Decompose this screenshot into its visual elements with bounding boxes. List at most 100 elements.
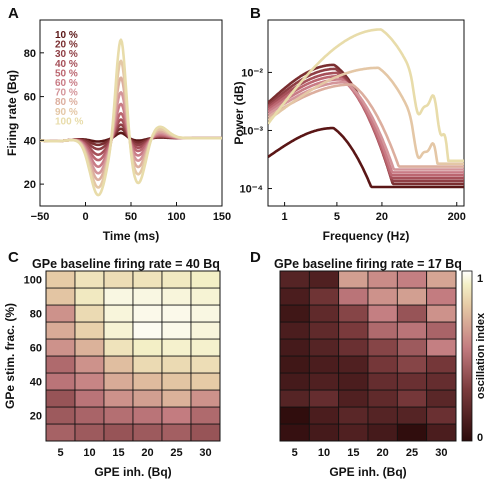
panel-d-cell <box>338 355 369 374</box>
panel-b-y-tick-label: 10⁻² <box>241 67 263 79</box>
colorbar-label: oscillation index <box>475 312 487 399</box>
panel-c-y-tick-label: 20 <box>30 411 42 423</box>
panel-a-y-tick-label: 40 <box>24 135 36 147</box>
panel-b-series-line <box>268 78 464 174</box>
panel-b-y-tick-label: 10⁻⁴ <box>240 184 263 196</box>
panel-d-cell <box>308 338 340 357</box>
panel-c-y-ticks: 20 40 60 80 100 <box>24 275 42 423</box>
panel-d-cell <box>396 270 428 289</box>
panel-c-frame <box>45 270 221 442</box>
panel-c-cell <box>45 321 76 340</box>
panel-d-cell <box>308 321 340 340</box>
panel-d-cell <box>367 287 398 306</box>
panel-d-cell <box>396 321 428 340</box>
panel-c-cell <box>74 406 105 425</box>
panel-b-x-label: Frequency (Hz) <box>323 229 410 243</box>
panel-c-cell <box>103 389 134 408</box>
panel-c-cell <box>74 287 105 306</box>
panel-c-cell <box>45 304 76 323</box>
panel-d-cell <box>426 321 457 340</box>
panel-b-y-ticks: 10⁻⁴ 10⁻³ 10⁻² <box>240 67 272 196</box>
panel-c-cell <box>103 321 134 340</box>
panel-d-cell <box>338 372 369 391</box>
panel-d-cell <box>308 287 340 306</box>
panel-c-cell <box>45 287 76 306</box>
panel-d-cell <box>367 304 398 323</box>
panel-d-heatmap: GPe baseline firing rate = 17 Bq 5 10 15 20… <box>274 257 462 479</box>
panel-c-cell <box>103 372 134 391</box>
panel-c-cell <box>161 389 192 408</box>
panel-c-x-ticks: 5 10 15 20 25 30 <box>57 447 211 459</box>
panel-d-cell <box>426 270 457 289</box>
panel-d-cell <box>367 406 398 425</box>
panel-letter-c: C <box>8 249 19 266</box>
panel-c-cell <box>45 270 76 289</box>
panel-b-series-line <box>268 83 464 168</box>
panel-c-cell <box>45 355 76 374</box>
panel-c-cell <box>74 270 105 289</box>
panel-d-cell <box>426 423 457 442</box>
panel-d-cell <box>338 406 369 425</box>
panel-c-cell <box>132 389 163 408</box>
panel-b-x-tick-label: 20 <box>376 211 388 223</box>
panel-d-cell <box>338 423 369 442</box>
panel-c-cell <box>161 287 192 306</box>
panel-c-cell <box>74 355 105 374</box>
panel-d-cell <box>279 389 310 408</box>
panel-d-cell <box>396 389 428 408</box>
panel-d-cell <box>338 389 369 408</box>
panel-a-y-tick-label: 20 <box>24 179 36 191</box>
panel-b-x-tick-label: 1 <box>282 211 288 223</box>
panel-c-cell <box>45 372 76 391</box>
panel-d-cell <box>426 355 457 374</box>
panel-c-cell <box>190 287 221 306</box>
panel-d-cell <box>367 270 398 289</box>
panel-d-x-tick-label: 30 <box>435 447 447 459</box>
panel-b-series-line <box>268 126 464 189</box>
panel-d-cell <box>308 355 340 374</box>
panel-c-cell <box>161 270 192 289</box>
panel-a-x-label: Time (ms) <box>103 229 159 243</box>
panel-b-x-ticks: 1 5 20 200 <box>282 202 466 223</box>
panel-c-cell <box>103 355 134 374</box>
panel-b-x-tick-label: 5 <box>334 211 340 223</box>
panel-c-y-tick-label: 80 <box>30 309 42 321</box>
panel-c-cell <box>161 372 192 391</box>
panel-c-cell <box>103 287 134 306</box>
panel-b-series-line <box>268 66 464 165</box>
panel-c-cell <box>161 338 192 357</box>
panel-c-cell <box>103 406 134 425</box>
panel-c-cell <box>190 304 221 323</box>
colorbar: 1 0 oscillation index <box>461 270 487 444</box>
panel-b-series-line <box>268 74 464 177</box>
panel-d-cell <box>279 338 310 357</box>
panel-a-legend-item: 40 % <box>55 59 78 70</box>
panel-c-heatmap: GPe baseline firing rate = 40 Bq 5 10 15 20… <box>3 257 221 479</box>
panel-d-cell <box>426 338 457 357</box>
panel-c-cell <box>45 338 76 357</box>
panel-d-cell <box>426 372 457 391</box>
panel-c-x-tick-label: 25 <box>170 447 182 459</box>
panel-d-cell <box>367 389 398 408</box>
panel-b-y-label: Power (dB) <box>232 81 246 144</box>
panel-d-cell <box>396 423 428 442</box>
panel-d-cell <box>396 304 428 323</box>
panel-d-cell <box>426 304 457 323</box>
panel-c-cell <box>45 406 76 425</box>
panel-c-cell <box>132 270 163 289</box>
panel-d-cell <box>279 304 310 323</box>
panel-d-cell <box>396 372 428 391</box>
panel-c-cell <box>161 304 192 323</box>
panel-c-cell <box>190 270 221 289</box>
panel-c-cell <box>132 321 163 340</box>
panel-d-cell <box>308 423 340 442</box>
panel-b-series-group <box>268 28 464 189</box>
panel-d-x-tick-label: 5 <box>292 447 298 459</box>
panel-d-x-tick-label: 25 <box>406 447 418 459</box>
panel-a-legend: 10 %20 %30 %40 %50 %60 %70 %80 %90 %100 … <box>55 30 83 127</box>
panel-c-cell <box>45 423 76 442</box>
panel-a-legend-item: 80 % <box>55 97 78 108</box>
panel-a-legend-item: 60 % <box>55 78 78 89</box>
panel-a-legend-item: 70 % <box>55 88 78 99</box>
